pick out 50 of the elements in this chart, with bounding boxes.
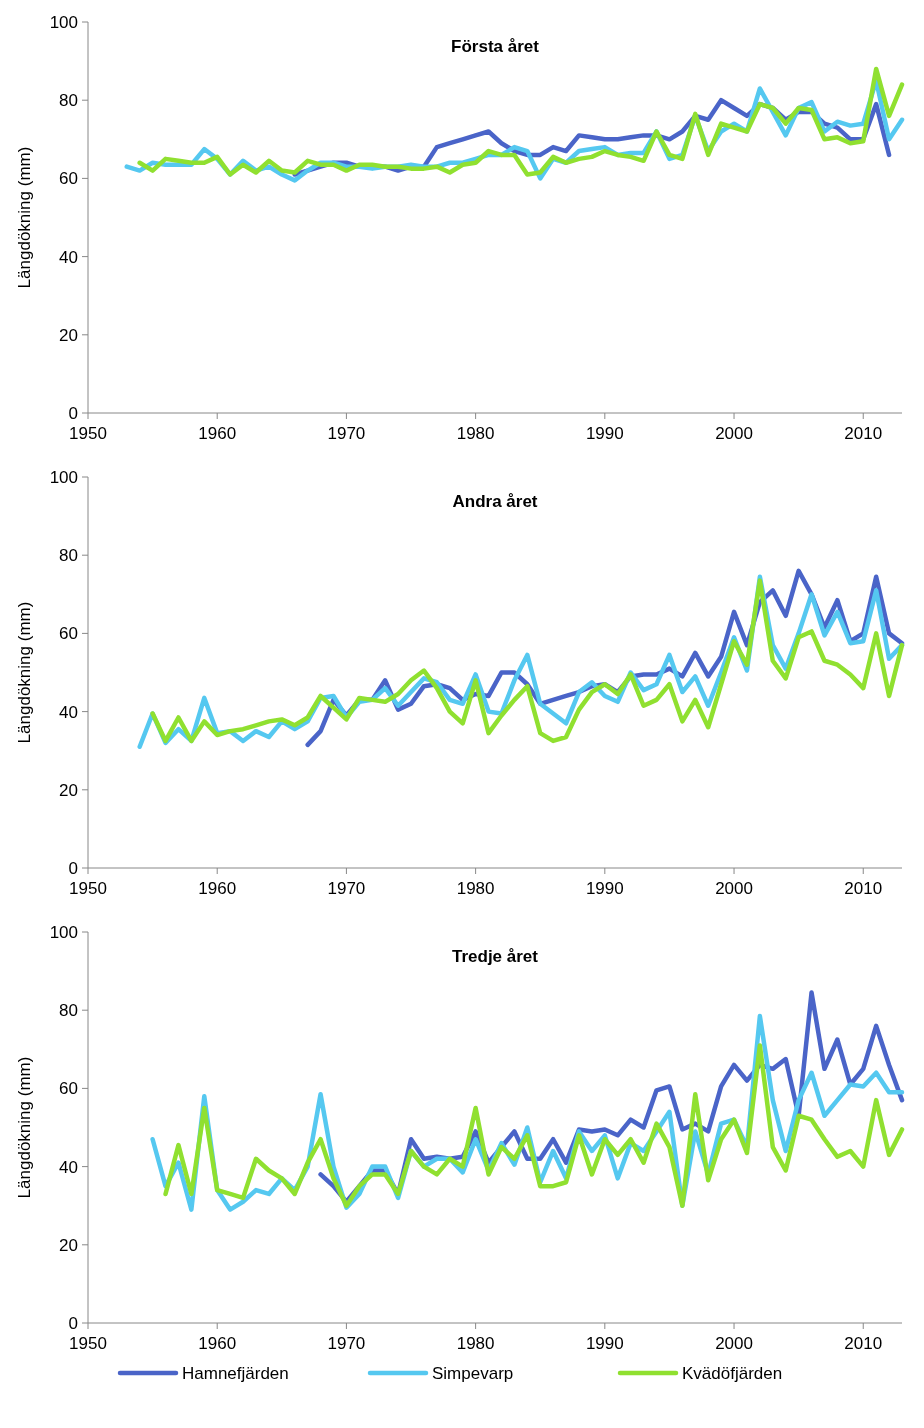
- x-tick-label: 1960: [198, 1334, 237, 1353]
- x-tick-label: 1960: [198, 424, 237, 443]
- x-tick-label: 2010: [844, 424, 883, 443]
- line-series: [137, 66, 905, 177]
- x-tick-label: 1950: [69, 879, 107, 898]
- y-tick-label: 80: [59, 91, 78, 111]
- x-tick-label: 2000: [715, 424, 753, 443]
- y-tick-label: 0: [68, 403, 78, 423]
- y-tick-label: 60: [59, 1079, 78, 1099]
- y-tick-label: 40: [59, 702, 78, 722]
- y-tick-label: 60: [59, 624, 78, 644]
- y-axis-title: Längdökning (mm): [15, 146, 34, 289]
- x-tick-label: 1970: [327, 879, 366, 898]
- y-tick-label: 0: [68, 858, 78, 878]
- x-tick-label: 1950: [69, 424, 107, 443]
- y-tick-label: 100: [49, 922, 78, 942]
- x-tick-label: 1970: [327, 1334, 366, 1353]
- y-tick-label: 20: [59, 325, 78, 345]
- x-tick-label: 1950: [69, 1334, 107, 1353]
- x-tick-label: 2010: [844, 1334, 883, 1353]
- x-tick-label: 1980: [456, 879, 495, 898]
- legend-label: Kvädöfjärden: [682, 1363, 783, 1383]
- y-tick-label: 100: [49, 467, 78, 487]
- text: Andra året: [452, 492, 538, 511]
- legend-label: Simpevarp: [432, 1363, 514, 1383]
- x-tick-label: 2000: [715, 879, 753, 898]
- x-tick-label: 2010: [844, 879, 883, 898]
- x-tick-label: 1960: [198, 879, 237, 898]
- x-tick-label: 1990: [585, 1334, 624, 1353]
- x-tick-label: 2000: [715, 1334, 753, 1353]
- legend-label: Hamnefjärden: [182, 1363, 289, 1383]
- y-axis-title: Längdökning (mm): [15, 1056, 34, 1199]
- y-tick-label: 80: [59, 546, 78, 566]
- y-tick-label: 80: [59, 1001, 78, 1021]
- line-series: [163, 1043, 905, 1208]
- x-tick-label: 1990: [585, 424, 624, 443]
- x-tick-label: 1970: [327, 424, 366, 443]
- y-tick-label: 40: [59, 1157, 78, 1177]
- text: Tredje året: [452, 947, 539, 966]
- x-tick-label: 1990: [585, 879, 624, 898]
- x-tick-label: 1980: [456, 424, 495, 443]
- y-tick-label: 20: [59, 780, 78, 800]
- y-tick-label: 20: [59, 1235, 78, 1255]
- y-tick-label: 40: [59, 247, 78, 267]
- text: Första året: [451, 37, 540, 56]
- y-axis-title: Längdökning (mm): [15, 601, 34, 744]
- y-tick-label: 0: [68, 1313, 78, 1333]
- x-tick-label: 1980: [456, 1334, 495, 1353]
- y-tick-label: 100: [49, 12, 78, 32]
- y-tick-label: 60: [59, 169, 78, 189]
